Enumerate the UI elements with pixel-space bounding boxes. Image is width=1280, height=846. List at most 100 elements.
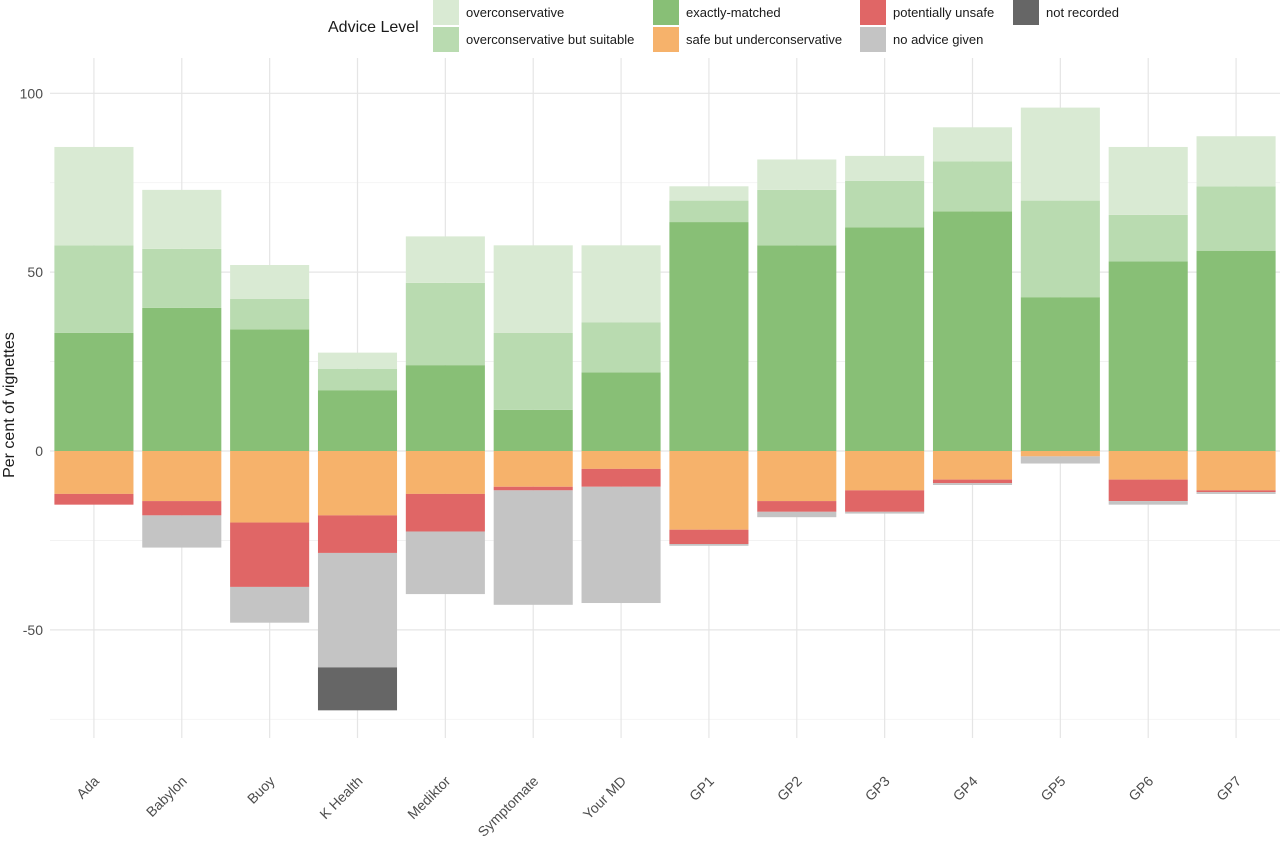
legend-swatch-ocs [433, 27, 459, 52]
legend-label-pu: potentially unsafe [893, 5, 994, 20]
bar-segment-em-gp3 [845, 227, 925, 451]
legend-title: Advice Level [328, 19, 419, 36]
bar-segment-pu-gp2 [757, 501, 837, 512]
bar-segment-ocs-gp4 [932, 161, 1013, 212]
x-tick-label: GP2 [774, 773, 805, 804]
bar-segment-em-gp4 [932, 211, 1013, 451]
legend: Advice Level overconservative exactly-mat… [328, 0, 1119, 52]
bar-segment-su-gp1 [669, 451, 749, 530]
bar-segment-su-buoy [230, 451, 310, 523]
bar-segment-em-ada [54, 332, 134, 451]
bar-segment-pu-ada [54, 493, 134, 505]
bar-segment-su-gp2 [757, 451, 837, 502]
bar-segment-em-your-md [581, 372, 661, 451]
bar-segment-pu-mediktor [405, 493, 485, 532]
x-tick-label: GP7 [1213, 773, 1244, 804]
x-tick-label: GP3 [862, 773, 893, 804]
bar-segment-oc-gp2 [757, 159, 837, 190]
bar-segment-na-babylon [142, 515, 222, 548]
bar-segment-ocs-gp5 [1020, 200, 1100, 298]
bar-segment-na-buoy [230, 586, 310, 623]
bar-segment-pu-gp1 [669, 529, 749, 545]
bar-segment-su-k-health [317, 451, 398, 516]
bar-segment-em-k-health [317, 390, 398, 451]
bar-segment-su-your-md [581, 451, 661, 469]
legend-label-su: safe but underconservative [686, 32, 842, 47]
bar-segment-ocs-your-md [581, 322, 661, 373]
y-axis-ticks: -50 0 50 100 [20, 85, 44, 638]
bar-segment-oc-buoy [230, 264, 310, 299]
x-tick-label: GP4 [949, 773, 980, 804]
bar-segment-oc-gp6 [1108, 146, 1188, 215]
bar-segment-su-gp3 [845, 451, 925, 491]
bar-segment-pu-gp3 [845, 490, 925, 512]
bar-segment-oc-gp1 [669, 186, 749, 201]
bar-segment-na-gp2 [757, 511, 837, 518]
legend-label-na: no advice given [893, 32, 983, 47]
bar-segment-na-your-md [581, 486, 661, 604]
bar-segment-pu-buoy [230, 522, 310, 587]
bar-segment-ocs-gp7 [1196, 186, 1276, 251]
x-tick-label: GP1 [686, 773, 717, 804]
legend-label-oc: overconservative [466, 5, 564, 20]
legend-swatch-oc [433, 0, 459, 25]
bar-segment-oc-gp7 [1196, 136, 1276, 187]
y-axis-title: Per cent of vignettes [1, 332, 18, 478]
legend-swatch-su [653, 27, 679, 52]
bar-segment-em-gp1 [669, 222, 749, 451]
bar-segment-em-gp5 [1020, 297, 1100, 451]
bar-segment-na-gp3 [845, 511, 925, 514]
bar-segment-ocs-babylon [142, 248, 222, 308]
x-tick-label: Ada [73, 773, 102, 802]
legend-label-em: exactly-matched [686, 5, 781, 20]
bar-segment-pu-k-health [317, 515, 398, 553]
bar-segment-oc-babylon [142, 189, 222, 249]
x-tick-label: Mediktor [404, 773, 454, 823]
bar-segment-pu-symptomate [493, 486, 573, 491]
bar-segment-em-symptomate [493, 409, 573, 451]
bar-segment-su-babylon [142, 451, 222, 502]
x-tick-label: Buoy [244, 773, 278, 807]
bar-segment-oc-your-md [581, 245, 661, 323]
legend-swatch-em [653, 0, 679, 25]
bar-segment-ocs-buoy [230, 298, 310, 330]
bar-segment-ocs-symptomate [493, 332, 573, 410]
legend-label-ocs: overconservative but suitable [466, 32, 634, 47]
bar-segment-na-gp4 [932, 483, 1013, 485]
legend-swatch-pu [860, 0, 886, 25]
bar-segment-pu-gp7 [1196, 490, 1276, 493]
bars [54, 107, 1276, 711]
bar-segment-na-k-health [317, 552, 398, 668]
x-tick-label: Symptomate [474, 773, 541, 840]
bar-segment-pu-your-md [581, 468, 661, 487]
bar-segment-oc-ada [54, 146, 134, 246]
bar-segment-su-symptomate [493, 451, 573, 487]
bar-segment-su-ada [54, 451, 134, 494]
x-tick-label: GP5 [1037, 773, 1068, 804]
bar-segment-na-gp6 [1108, 501, 1188, 505]
bar-segment-su-gp5 [1020, 451, 1100, 457]
bar-segment-oc-mediktor [405, 236, 485, 283]
y-tick-label: 50 [27, 264, 43, 280]
y-tick-label: -50 [23, 622, 43, 638]
bar-segment-na-gp5 [1020, 456, 1100, 464]
bar-segment-su-mediktor [405, 451, 485, 494]
legend-swatch-na [860, 27, 886, 52]
bar-segment-em-buoy [230, 329, 310, 451]
bar-segment-em-gp2 [757, 245, 837, 451]
bar-segment-su-gp4 [932, 451, 1013, 480]
y-tick-label: 0 [35, 443, 43, 459]
bar-segment-oc-symptomate [493, 245, 573, 333]
bar-segment-em-babylon [142, 307, 222, 451]
bar-segment-em-mediktor [405, 365, 485, 451]
bar-segment-ocs-ada [54, 245, 134, 333]
bar-segment-pu-gp4 [932, 479, 1013, 484]
bar-segment-em-gp6 [1108, 261, 1188, 451]
bar-segment-na-gp1 [669, 544, 749, 546]
bar-segment-ocs-gp3 [845, 180, 925, 228]
bar-segment-su-gp7 [1196, 451, 1276, 491]
legend-swatch-nr [1013, 0, 1039, 25]
bar-segment-oc-gp3 [845, 155, 925, 181]
bar-segment-oc-k-health [317, 352, 398, 369]
